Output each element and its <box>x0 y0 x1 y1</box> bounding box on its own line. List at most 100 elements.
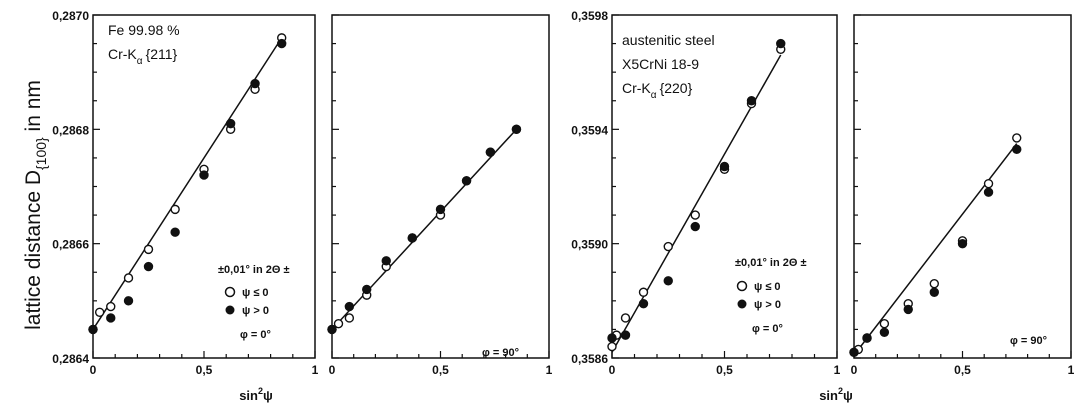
error-note: ±0,01° in 2Θ ± <box>218 264 290 276</box>
data-point-filled <box>362 284 372 295</box>
y-tick-label: 0,2868 <box>52 123 89 137</box>
data-point-open <box>663 241 673 252</box>
y-tick-label: 0,3590 <box>571 238 608 252</box>
data-point-open <box>1012 133 1022 143</box>
x-tick-label: 1 <box>1068 363 1075 377</box>
data-point-filled <box>983 187 994 197</box>
panel-1-annotations: Fe 99.98 % Cr-Kα {211} ±0,01° in 2Θ ± ψ ≤… <box>108 22 290 341</box>
data-point-filled <box>719 161 730 172</box>
data-point-filled <box>746 96 757 106</box>
steel-phi-label: φ = 0° <box>752 323 783 335</box>
steel-legend-open-marker <box>736 280 748 292</box>
x-axis-label-right: sin2ψ <box>819 386 853 403</box>
y-tick-label: 0,3598 <box>571 9 608 23</box>
data-point-filled <box>607 333 617 343</box>
data-point-open <box>879 319 890 329</box>
steel-grade-label: X5CrNi 18-9 <box>622 56 699 72</box>
data-point-filled <box>461 176 472 186</box>
x-tick-label: 1 <box>834 363 841 377</box>
data-point-filled <box>849 347 859 357</box>
data-point-filled <box>435 204 446 215</box>
legend-filled-marker <box>225 305 235 315</box>
steel-radiation-label: Cr-Kα {220} <box>622 80 693 101</box>
y-tick-label: 0,3594 <box>571 123 608 137</box>
data-point-filled <box>903 304 913 315</box>
data-point-filled <box>88 324 98 335</box>
data-point-filled <box>123 296 134 306</box>
data-point-open <box>94 307 105 317</box>
data-point-filled <box>638 298 649 309</box>
y-tick-label: 0,2864 <box>52 352 89 366</box>
data-point-filled <box>199 170 209 180</box>
x-tick-label: 0 <box>609 363 616 377</box>
x-tick-label: 1 <box>546 363 553 377</box>
data-point-open <box>983 178 994 189</box>
data-point-open <box>620 313 631 323</box>
steel-material-label: austenitic steel <box>622 32 715 48</box>
steel-legend-filled-label: ψ > 0 <box>754 299 781 311</box>
x-axis-label-left: sin2ψ <box>239 386 273 403</box>
radiation-label: Cr-Kα {211} <box>108 46 178 67</box>
data-point-filled <box>344 301 355 312</box>
panel-2: 0 0,5 1 <box>327 14 553 377</box>
data-point-filled <box>1012 144 1022 155</box>
panel-frame <box>92 14 316 359</box>
data-point-filled <box>663 276 673 286</box>
x-tick-label: 0 <box>851 363 858 377</box>
steel-legend-filled-marker <box>737 299 747 309</box>
data-point-open <box>123 273 134 283</box>
phi-label: φ = 0° <box>240 329 271 341</box>
y-axis-label: lattice distance D{100} in nm <box>22 80 49 330</box>
data-point-filled <box>776 38 786 49</box>
legend-open-label: ψ ≤ 0 <box>242 287 269 299</box>
data-point-filled <box>957 238 968 249</box>
y-axis-label-unit: in nm <box>22 80 45 137</box>
data-point-open <box>333 319 344 329</box>
panel-3-annotations: austenitic steel X5CrNi 18-9 Cr-Kα {220} … <box>622 32 807 335</box>
data-point-open <box>638 287 649 297</box>
data-point-filled <box>620 330 631 340</box>
data-point-open <box>344 313 355 323</box>
data-point-filled <box>170 227 180 237</box>
regression-line <box>92 37 283 330</box>
panel-4-phi-label: φ = 90° <box>1010 335 1047 347</box>
x-tick-label: 0 <box>329 363 336 377</box>
data-point-filled <box>879 327 890 337</box>
data-point-filled <box>143 261 154 272</box>
steel-legend-open-label: ψ ≤ 0 <box>754 281 781 293</box>
legend-filled-label: ψ > 0 <box>242 305 269 317</box>
data-point-filled <box>511 124 522 135</box>
panel-frame <box>331 14 550 359</box>
panel-frame <box>853 14 1072 359</box>
data-point-filled <box>690 221 700 232</box>
steel-error-note: ±0,01° in 2Θ ± <box>735 257 807 269</box>
material-label: Fe 99.98 % <box>108 22 180 38</box>
data-point-open <box>690 210 700 220</box>
y-tick-label: 0,2870 <box>52 9 89 23</box>
panel-2-phi-label: φ = 90° <box>482 347 519 359</box>
x-tick-label: 0,5 <box>716 363 733 377</box>
x-tick-label: 0 <box>90 363 97 377</box>
data-point-open <box>929 278 939 289</box>
y-tick-label: 0,3586 <box>571 352 608 366</box>
regression-line <box>853 143 1018 356</box>
data-point-filled <box>250 78 260 89</box>
data-point-open <box>170 204 180 215</box>
legend-open-marker <box>224 286 236 298</box>
panel-3: 0 0,5 1 0,3586 0,3590 0,3594 0,3598 <box>571 9 840 377</box>
x-tick-label: 1 <box>312 363 319 377</box>
data-point-open <box>607 341 617 352</box>
panel-4: 0 0,5 1 <box>849 14 1075 377</box>
data-point-filled <box>485 147 496 157</box>
y-tick-label: 0,2866 <box>52 238 89 252</box>
data-point-open <box>106 301 116 312</box>
data-point-filled <box>381 256 391 266</box>
regression-line <box>331 128 518 330</box>
data-point-filled <box>225 118 236 129</box>
data-point-filled <box>277 38 287 49</box>
x-tick-label: 0,5 <box>196 363 213 377</box>
x-tick-label: 0,5 <box>432 363 449 377</box>
panel-1: 0 0,5 1 0,2864 0,2866 0,2868 0,2870 <box>52 9 318 377</box>
data-point-filled <box>407 233 417 243</box>
